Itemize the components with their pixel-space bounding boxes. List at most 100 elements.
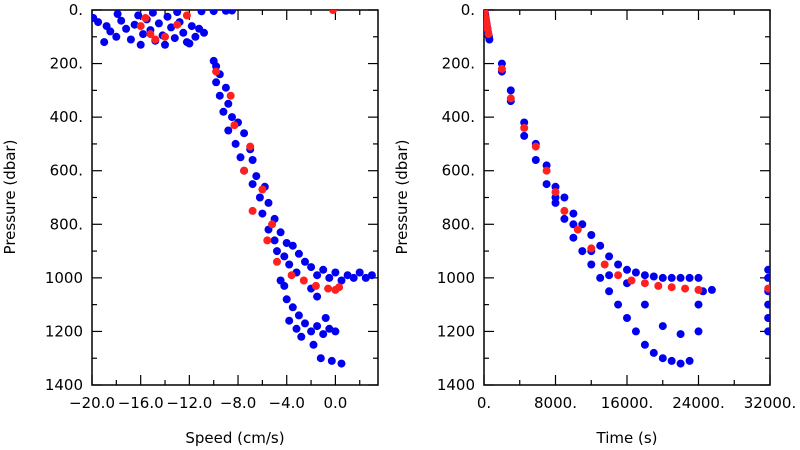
speed-blue-data-point: [282, 239, 291, 247]
speed-blue-data-point: [258, 209, 267, 218]
time-red-data-point: [667, 283, 676, 292]
time-y-tick-label: 200.: [442, 55, 475, 73]
time-blue-data-point: [542, 180, 551, 189]
speed-red-data-point: [335, 283, 344, 292]
speed-blue-data-point: [331, 268, 340, 277]
time-blue-data-point: [623, 265, 631, 274]
speed-blue-data-point: [187, 22, 196, 31]
speed-blue-data-point: [355, 268, 364, 277]
time-blue-data-point: [578, 220, 587, 229]
time-x-tick-label: 0.: [477, 394, 491, 412]
speed-red-data-point: [161, 32, 169, 41]
speed-blue-data-point: [179, 28, 188, 37]
speed-blue-data-point: [100, 38, 109, 47]
speed-red-data-point: [240, 166, 249, 175]
time-y-axis-title: Pressure (dbar): [393, 140, 411, 255]
speed-y-tick-label: 1000: [45, 269, 83, 287]
time-blue-data-point: [658, 273, 667, 282]
time-blue-data-point: [685, 273, 694, 282]
speed-blue-data-point: [288, 241, 297, 250]
speed-blue-data-point: [117, 16, 126, 25]
speed-blue-data-point: [273, 247, 281, 256]
time-y-tick-label: 600.: [442, 162, 475, 180]
time-blue-data-point: [658, 354, 667, 363]
time-blue-data-point: [569, 233, 578, 242]
speed-blue-data-point: [280, 252, 289, 261]
speed-blue-data-point: [122, 24, 131, 33]
speed-blue-data-point: [219, 107, 228, 116]
speed-blue-data-point: [185, 39, 194, 48]
speed-blue-data-point: [221, 10, 230, 15]
speed-blue-data-point: [319, 330, 328, 339]
speed-blue-data-point: [343, 271, 352, 280]
speed-blue-data-point: [112, 32, 121, 41]
time-x-tick-label: 16000.: [601, 394, 654, 412]
time-y-tick-label: 0.: [461, 1, 475, 19]
time-blue-data-point: [596, 241, 605, 250]
time-red-data-point: [531, 142, 540, 151]
speed-red-data-point: [273, 257, 281, 266]
time-blue-data-point: [640, 300, 649, 309]
time-red-data-point: [654, 281, 663, 290]
time-blue-data-point: [569, 209, 578, 218]
speed-red-data-point: [329, 10, 337, 14]
time-blue-data-point: [623, 314, 631, 322]
speed-blue-data-point: [292, 324, 301, 333]
time-blue-data-point: [531, 156, 540, 164]
speed-blue-data-point: [337, 276, 346, 285]
time-blue-data-point: [560, 193, 569, 202]
time-y-tick-label: 400.: [442, 108, 475, 126]
time-x-tick-label: 8000.: [534, 394, 577, 412]
time-red-data-point: [506, 94, 515, 103]
time-blue-data-point: [605, 287, 614, 296]
speed-blue-data-point: [276, 228, 285, 237]
time-axis-ticks: 0. 8000. 16000. 24000. 32000. 0. 200. 400. 600. 8…: [437, 1, 796, 412]
time-blue-data-point: [694, 327, 703, 336]
speed-blue-data-point: [170, 34, 179, 43]
time-blue-data-point: [587, 231, 596, 239]
speed-blue-data-point: [167, 23, 176, 32]
time-blue-data-point: [685, 356, 694, 365]
time-red-data-point: [681, 284, 690, 293]
speed-red-data-point: [173, 20, 182, 29]
speed-blue-data-point: [309, 340, 318, 349]
speed-blue-data-point: [285, 260, 294, 269]
speed-blue-data-point: [224, 99, 233, 108]
speed-red-data-point: [141, 14, 150, 22]
time-blue-data-point: [694, 273, 703, 282]
time-blue-data-point: [764, 327, 770, 336]
time-blue-data-point: [614, 300, 623, 309]
time-pressure-panel: 0. 8000. 16000. 24000. 32000. 0. 200. 400. 600. 8…: [393, 1, 796, 447]
speed-blue-data-point: [301, 319, 309, 328]
speed-blue-data-point: [313, 292, 322, 301]
time-red-data-point: [640, 279, 649, 288]
time-blue-data-point: [506, 86, 515, 95]
speed-blue-data-point: [327, 356, 336, 365]
speed-blue-data-point: [248, 180, 257, 189]
speed-axis-ticks: −20.0 −16.0 −12.0 −8.0 −4.0 0.0 0. 200. 400. 600.…: [45, 1, 378, 412]
time-red-data-point: [600, 260, 609, 269]
time-red-data-point: [764, 284, 770, 293]
speed-red-data-point: [151, 35, 160, 44]
time-red-data-point: [614, 271, 623, 280]
speed-blue-data-point: [113, 10, 122, 18]
speed-x-tick-label: −20.0: [69, 394, 115, 412]
speed-blue-data-point: [94, 18, 103, 27]
time-x-axis-title: Time (s): [596, 429, 658, 447]
speed-y-tick-label: 800.: [50, 215, 83, 233]
time-red-data-point: [497, 64, 506, 73]
time-blue-data-point: [614, 260, 623, 269]
time-y-tick-label: 1000: [437, 269, 475, 287]
speed-red-data-point: [299, 276, 308, 285]
time-blue-data-point: [649, 348, 658, 357]
speed-pressure-panel: −20.0 −16.0 −12.0 −8.0 −4.0 0.0 0. 200. 400. 600.…: [1, 1, 379, 447]
speed-blue-data-point: [294, 249, 303, 258]
speed-y-tick-label: 1400: [45, 376, 83, 394]
speed-blue-data-point: [255, 193, 264, 202]
speed-x-axis-title: Speed (cm/s): [185, 429, 284, 447]
speed-blue-data-point: [130, 20, 139, 29]
speed-blue-data-point: [276, 276, 285, 285]
speed-blue-data-point: [297, 332, 306, 341]
speed-blue-data-point: [248, 156, 257, 164]
speed-red-data-point: [226, 91, 235, 100]
